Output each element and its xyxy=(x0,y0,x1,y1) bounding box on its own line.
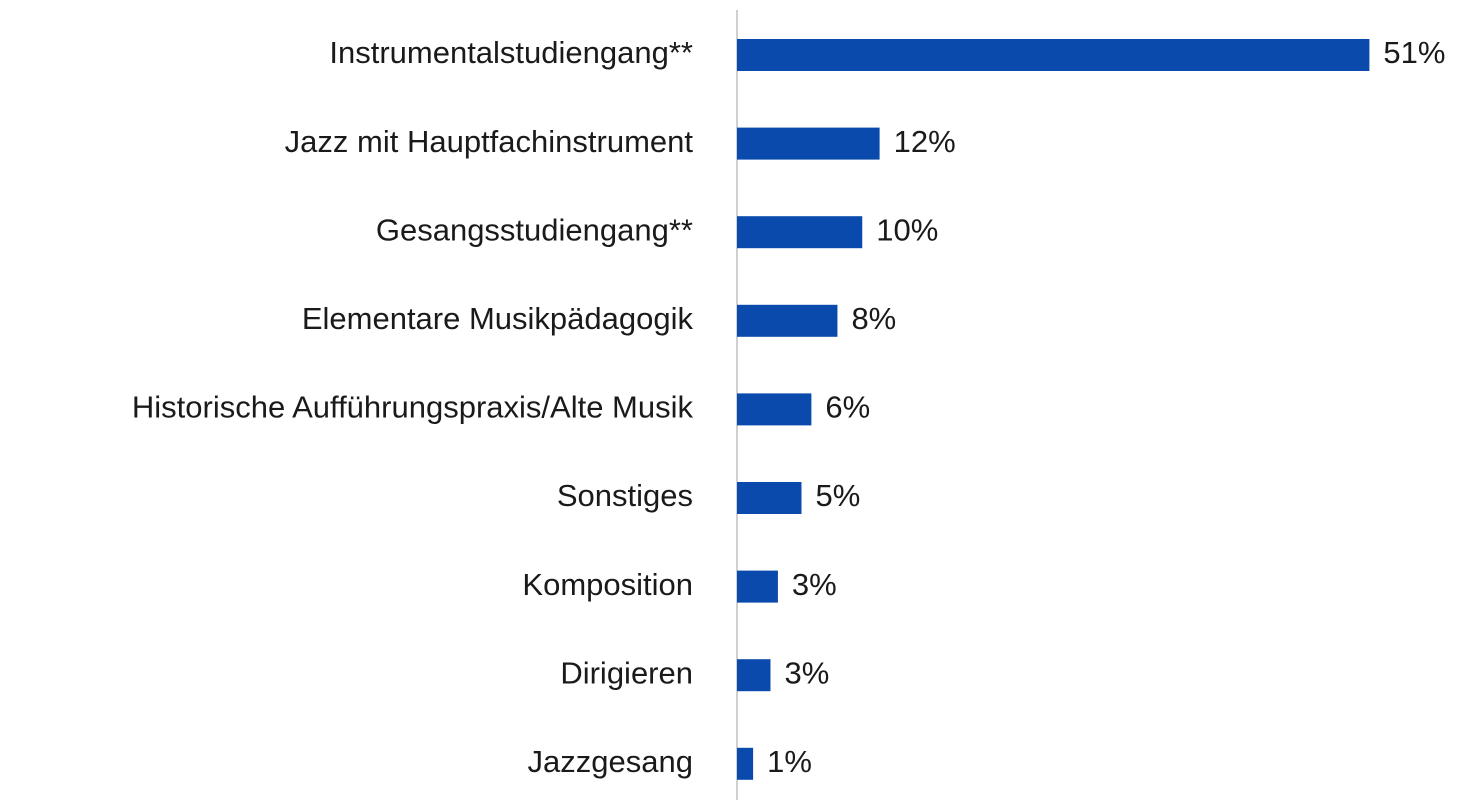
value-label: 51% xyxy=(1383,35,1445,70)
category-label: Dirigieren xyxy=(560,655,693,690)
value-label: 6% xyxy=(825,390,870,425)
category-label: Jazzgesang xyxy=(528,744,693,779)
bar xyxy=(737,747,754,780)
value-label: 8% xyxy=(851,301,896,336)
category-label: Jazz mit Hauptfachinstrument xyxy=(285,124,694,159)
bar xyxy=(737,127,880,160)
value-label: 1% xyxy=(767,744,812,779)
category-label: Instrumentalstudiengang** xyxy=(329,35,693,70)
category-label: Sonstiges xyxy=(557,478,693,513)
category-label: Komposition xyxy=(522,567,693,602)
bar xyxy=(737,570,778,603)
value-label: 5% xyxy=(815,478,860,513)
bar xyxy=(737,216,863,249)
category-label: Gesangsstudiengang** xyxy=(376,212,693,247)
bar xyxy=(737,482,802,514)
bar xyxy=(737,39,1370,71)
value-label: 3% xyxy=(784,655,829,690)
bar xyxy=(737,393,812,426)
bar xyxy=(737,304,838,337)
category-label: Historische Aufführungspraxis/Alte Musik xyxy=(132,390,694,425)
value-label: 12% xyxy=(894,124,956,159)
category-label: Elementare Musikpädagogik xyxy=(302,301,694,336)
bar xyxy=(737,659,771,692)
value-label: 10% xyxy=(876,212,938,247)
value-label: 3% xyxy=(792,567,837,602)
